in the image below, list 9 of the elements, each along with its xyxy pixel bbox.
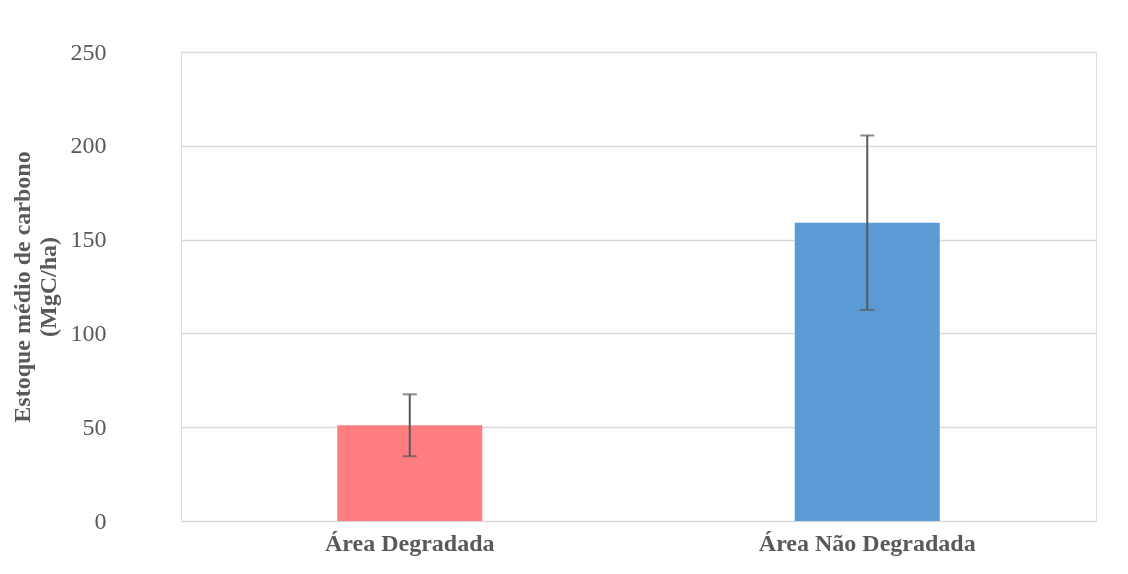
y-tick-label: 100: [70, 319, 107, 346]
y-tick-label: 250: [70, 38, 107, 65]
y-tick-label: 200: [70, 132, 107, 159]
y-axis-title: Estoque médio de carbono (MgC/ha): [8, 151, 61, 423]
y-tick-label: 0: [94, 507, 107, 534]
y-tick-label: 150: [70, 226, 107, 253]
x-tick-label: Área Não Degradada: [758, 529, 976, 556]
x-tick-label: Área Degradada: [324, 529, 495, 556]
y-tick-label: 50: [82, 413, 107, 440]
